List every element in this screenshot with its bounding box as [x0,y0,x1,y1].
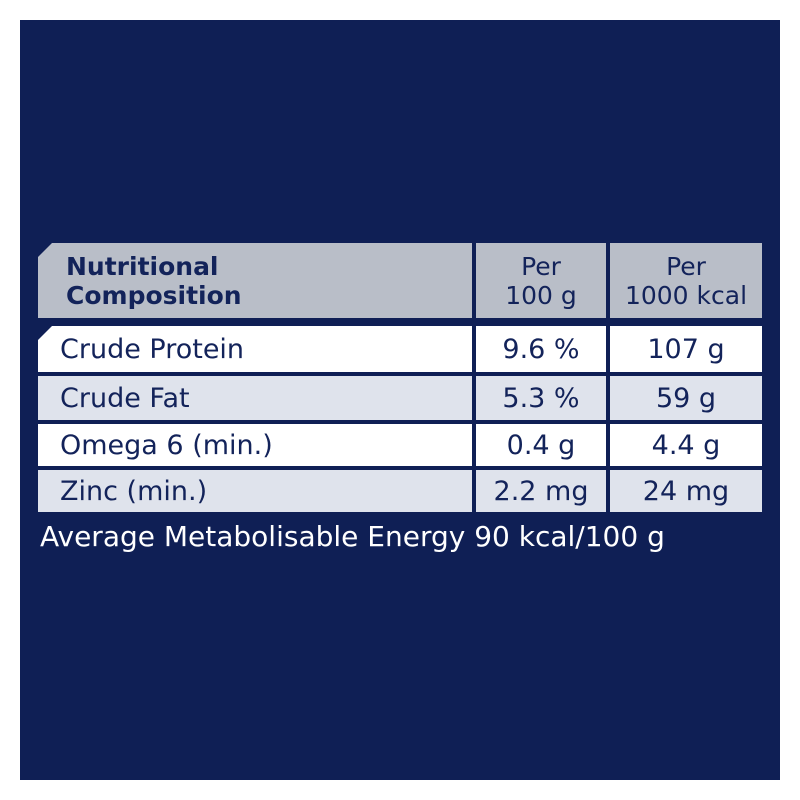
header-line: 1000 kcal [624,280,748,310]
header-line: Per [521,251,561,281]
footer-note: Average Metabolisable Energy 90 kcal/100… [40,520,665,553]
header-line: Per [666,251,706,281]
table-cell: Crude Fat [38,376,472,420]
table-cell: 24 mg [610,470,762,512]
table-cell: 4.4 g [610,424,762,466]
header-cell: Per 1000 kcal [610,243,762,318]
table-cell: 5.3 % [476,376,606,420]
table-cell: 107 g [610,326,762,372]
header-line: Composition [66,280,242,310]
header-line: Nutritional [66,251,219,281]
header-line: 100 g [505,280,577,310]
table-cell: Omega 6 (min.) [38,424,472,466]
header-cell: Nutritional Composition [38,243,472,318]
table-cell: Zinc (min.) [38,470,472,512]
table-cell: 0.4 g [476,424,606,466]
header-cell: Per 100 g [476,243,606,318]
table-cell: Crude Protein [38,326,472,372]
table-cell: 2.2 mg [476,470,606,512]
table-cell: 59 g [610,376,762,420]
table-cell: 9.6 % [476,326,606,372]
